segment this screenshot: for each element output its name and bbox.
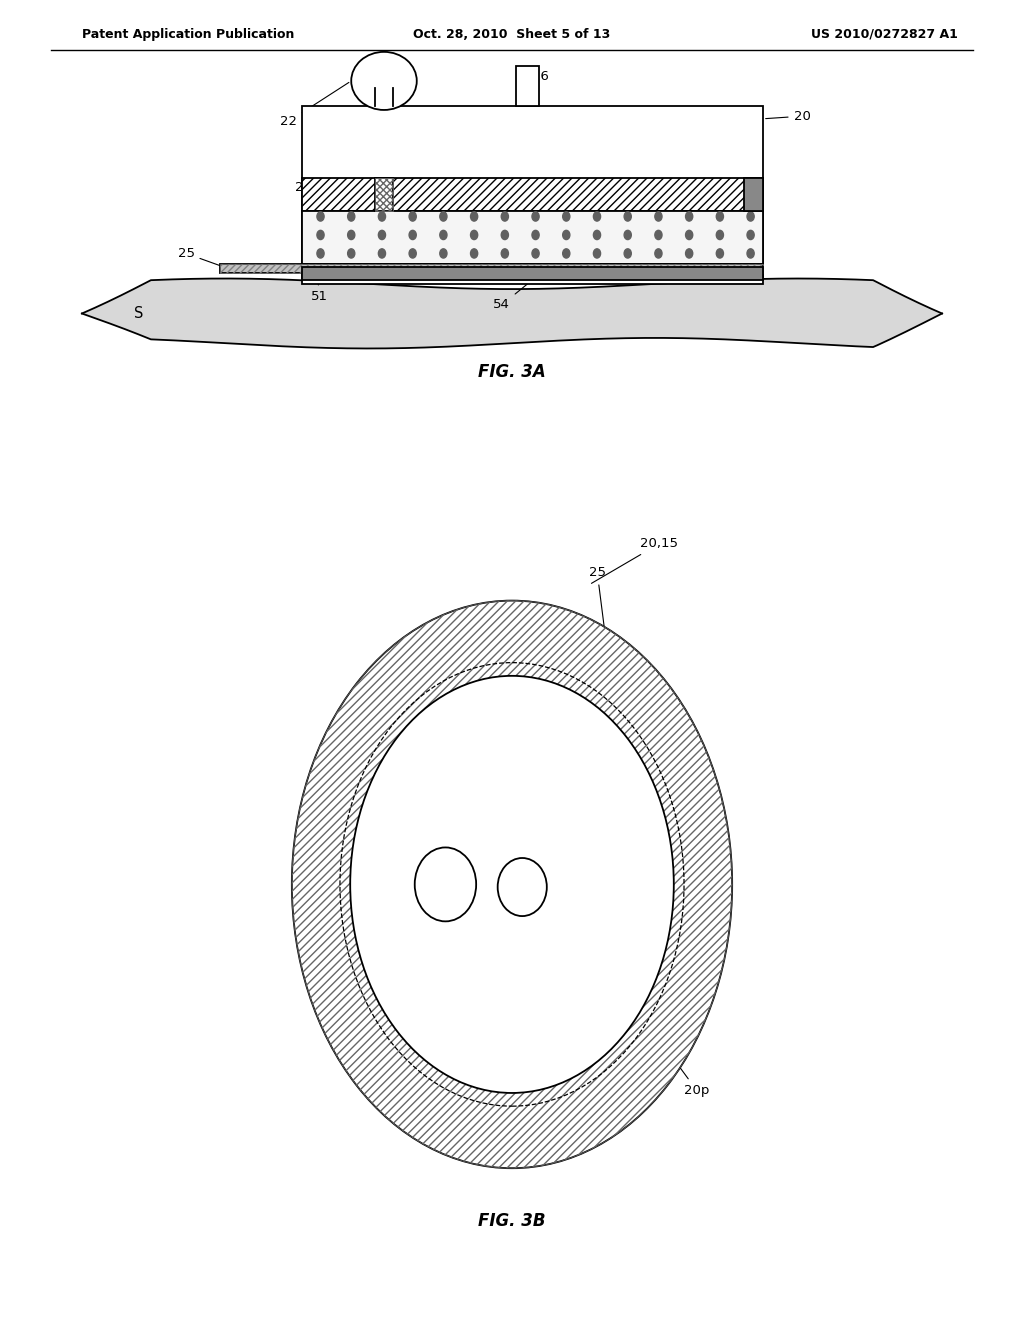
Circle shape — [562, 248, 569, 257]
Circle shape — [378, 211, 385, 220]
Ellipse shape — [292, 601, 732, 1168]
Circle shape — [501, 211, 508, 220]
Circle shape — [746, 230, 754, 239]
Text: 27: 27 — [321, 158, 373, 183]
Circle shape — [716, 211, 723, 220]
Text: 22: 22 — [280, 82, 349, 128]
Text: 20p: 20p — [672, 1057, 710, 1097]
Text: 25: 25 — [177, 247, 225, 268]
Text: 26: 26 — [527, 845, 544, 865]
Circle shape — [501, 248, 508, 257]
Circle shape — [347, 248, 354, 257]
Circle shape — [654, 248, 662, 257]
Text: 25: 25 — [589, 566, 608, 663]
Circle shape — [562, 230, 569, 239]
Circle shape — [470, 248, 477, 257]
Circle shape — [531, 211, 539, 220]
Circle shape — [347, 211, 354, 220]
Text: 54: 54 — [494, 281, 530, 312]
Text: S: S — [133, 306, 143, 321]
Circle shape — [501, 230, 508, 239]
Bar — [516, 66, 539, 106]
Text: 26: 26 — [527, 70, 549, 83]
Ellipse shape — [350, 676, 674, 1093]
Circle shape — [654, 230, 662, 239]
Circle shape — [439, 211, 446, 220]
Text: 22: 22 — [308, 851, 408, 878]
Circle shape — [531, 230, 539, 239]
Text: Patent Application Publication: Patent Application Publication — [82, 28, 294, 41]
Bar — [220, 264, 763, 273]
Circle shape — [624, 211, 631, 220]
Circle shape — [317, 248, 324, 257]
Circle shape — [439, 230, 446, 239]
Circle shape — [685, 230, 692, 239]
Circle shape — [593, 211, 600, 220]
Text: FIG. 3A: FIG. 3A — [478, 363, 546, 381]
Circle shape — [654, 211, 662, 220]
Text: 24: 24 — [737, 227, 754, 240]
Circle shape — [593, 230, 600, 239]
Text: US 2010/0272827 A1: US 2010/0272827 A1 — [811, 28, 957, 41]
Bar — [302, 267, 763, 280]
Circle shape — [716, 248, 723, 257]
Circle shape — [685, 211, 692, 220]
Bar — [744, 178, 763, 211]
Bar — [302, 178, 763, 211]
Circle shape — [746, 248, 754, 257]
Circle shape — [347, 230, 354, 239]
Circle shape — [685, 248, 692, 257]
Circle shape — [624, 248, 631, 257]
Circle shape — [593, 248, 600, 257]
Bar — [302, 106, 763, 284]
Text: 20: 20 — [766, 110, 810, 123]
Circle shape — [409, 230, 416, 239]
Ellipse shape — [498, 858, 547, 916]
Bar — [302, 211, 763, 264]
Circle shape — [409, 248, 416, 257]
Text: FIG. 3B: FIG. 3B — [478, 1212, 546, 1230]
Circle shape — [378, 248, 385, 257]
Circle shape — [317, 230, 324, 239]
Circle shape — [470, 211, 477, 220]
Bar — [220, 264, 763, 273]
Bar — [375, 178, 393, 211]
Circle shape — [746, 211, 754, 220]
Text: 51: 51 — [310, 275, 328, 304]
Circle shape — [716, 230, 723, 239]
Circle shape — [624, 230, 631, 239]
Text: 21: 21 — [295, 181, 325, 194]
Circle shape — [317, 211, 324, 220]
Circle shape — [470, 230, 477, 239]
Text: 20,15: 20,15 — [592, 537, 678, 583]
Text: Oct. 28, 2010  Sheet 5 of 13: Oct. 28, 2010 Sheet 5 of 13 — [414, 28, 610, 41]
Circle shape — [531, 248, 539, 257]
Circle shape — [378, 230, 385, 239]
Polygon shape — [82, 279, 942, 348]
Circle shape — [562, 211, 569, 220]
Ellipse shape — [351, 51, 417, 110]
Bar — [375, 178, 393, 211]
Ellipse shape — [415, 847, 476, 921]
Circle shape — [409, 211, 416, 220]
Text: 54: 54 — [691, 165, 751, 178]
Circle shape — [439, 248, 446, 257]
